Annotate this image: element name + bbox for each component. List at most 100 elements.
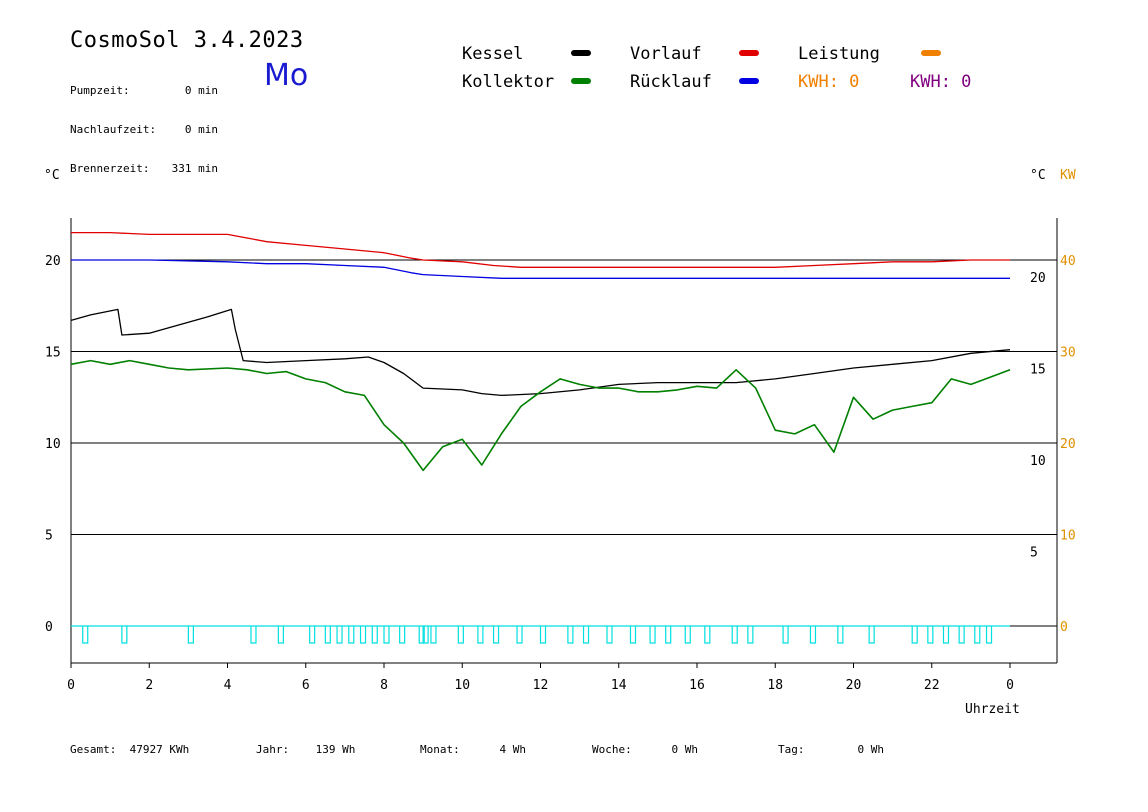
pump-pulse xyxy=(629,626,637,644)
series-line-ruecklauf xyxy=(71,259,1010,279)
stats-block: Pumpzeit: 0 min Nachlaufzeit: 0 min Brenne… xyxy=(70,58,218,188)
pump-pulse xyxy=(121,626,128,644)
pump-pulse xyxy=(399,626,406,644)
legend-kessel-label: Kessel xyxy=(462,44,524,64)
x-tick-label-4: 8 xyxy=(380,678,388,693)
pump-pulse xyxy=(492,626,500,644)
x-tick-label-10: 20 xyxy=(846,678,862,693)
legend-vorlauf-label: Vorlauf xyxy=(630,44,702,64)
series-line-kollektor xyxy=(70,359,1011,472)
y-left-tick-0: 0 xyxy=(45,620,53,635)
x-tick-label-5: 10 xyxy=(454,678,470,693)
pump-pulse xyxy=(665,626,672,644)
pump-pulse xyxy=(782,626,789,644)
legend-kessel-swatch xyxy=(571,50,591,56)
pump-pulse xyxy=(422,626,429,644)
legend-kollektor-label: Kollektor xyxy=(462,72,555,92)
x-tick-label-8: 16 xyxy=(689,678,705,693)
y-left-tick-20: 20 xyxy=(45,254,61,269)
stat-brennerzeit: Brennerzeit: 331 min xyxy=(70,162,218,175)
pump-pulse xyxy=(837,626,844,644)
legend-kwh-purple: KWH: 0 xyxy=(910,72,972,92)
pump-pulse xyxy=(371,626,378,644)
series-line-vorlauf xyxy=(71,231,1010,268)
legend-leistung-swatch xyxy=(921,50,941,56)
right-axis-unit-kw: KW xyxy=(1060,168,1076,183)
pump-pulse xyxy=(747,626,754,644)
pump-pulse xyxy=(430,626,437,644)
series-line-kessel xyxy=(70,308,1011,397)
stat-nachlaufzeit: Nachlaufzeit: 0 min xyxy=(70,123,218,136)
y-right2-tick-0: 0 xyxy=(1060,620,1068,635)
page-title: CosmoSol 3.4.2023 xyxy=(70,28,304,53)
x-tick-label-6: 12 xyxy=(533,678,549,693)
stat-pumpzeit: Pumpzeit: 0 min xyxy=(70,84,218,97)
x-tick-label-1: 2 xyxy=(145,678,153,693)
legend-kollektor-swatch xyxy=(571,78,591,84)
pump-pulse xyxy=(684,626,691,644)
pump-pulse xyxy=(348,626,355,644)
legend-vorlauf-swatch xyxy=(739,50,759,56)
y-right-tick-20: 20 xyxy=(1030,271,1046,286)
legend-kwh-orange: KWH: 0 xyxy=(798,72,860,92)
pump-pulse xyxy=(927,626,934,644)
pump-pulse xyxy=(359,626,367,644)
y-left-tick-10: 10 xyxy=(45,437,61,452)
y-right2-tick-10: 10 xyxy=(1060,529,1076,544)
pump-pulse xyxy=(567,626,574,644)
legend-leistung-label: Leistung xyxy=(798,44,880,64)
pump-pulse xyxy=(974,626,981,644)
pump-pulse xyxy=(477,626,484,644)
y-left-tick-5: 5 xyxy=(45,529,53,544)
pump-pulse xyxy=(187,626,194,644)
y-right-tick-15: 15 xyxy=(1030,363,1046,378)
y-right-tick-5: 5 xyxy=(1030,546,1038,561)
x-tick-label-3: 6 xyxy=(302,678,310,693)
x-tick-label-12: 0 xyxy=(1006,678,1014,693)
left-axis-unit: °C xyxy=(44,168,60,183)
pump-pulse xyxy=(516,626,523,644)
pump-pulse xyxy=(82,626,89,644)
pump-pulse xyxy=(582,626,590,644)
pump-pulse xyxy=(250,626,257,644)
pump-pulse xyxy=(958,626,965,644)
pump-pulse xyxy=(277,626,284,644)
pump-pulse xyxy=(383,626,390,644)
x-tick-label-7: 14 xyxy=(611,678,627,693)
footer-woche: Woche: 0 Wh xyxy=(592,743,698,756)
legend-ruecklauf-label: Rücklauf xyxy=(630,72,712,92)
footer-jahr: Jahr: 139 Wh xyxy=(256,743,356,756)
x-axis-label: Uhrzeit xyxy=(965,702,1020,717)
pump-pulse xyxy=(606,626,613,644)
pump-pulse xyxy=(911,626,918,644)
footer-tag: Tag: 0 Wh xyxy=(778,743,884,756)
footer-gesamt: Gesamt: 47927 KWh xyxy=(70,743,190,756)
pump-pulse xyxy=(985,626,993,644)
pump-pulse xyxy=(457,626,464,644)
x-tick-label-9: 18 xyxy=(767,678,783,693)
x-tick-label-11: 22 xyxy=(924,678,940,693)
pump-pulse xyxy=(324,626,331,644)
y-right2-tick-20: 20 xyxy=(1060,437,1076,452)
legend-ruecklauf-swatch xyxy=(739,78,759,84)
y-left-tick-15: 15 xyxy=(45,346,61,361)
pump-pulse xyxy=(704,626,711,644)
footer-monat: Monat: 4 Wh xyxy=(420,743,526,756)
x-tick-label-0: 0 xyxy=(67,678,75,693)
pump-pulse xyxy=(731,626,738,644)
pump-pulse xyxy=(539,626,547,644)
right-axis-unit: °C xyxy=(1030,168,1046,183)
y-right2-tick-40: 40 xyxy=(1060,254,1076,269)
pump-pulse xyxy=(336,626,343,644)
pump-pulse xyxy=(649,626,656,644)
y-right-tick-10: 10 xyxy=(1030,454,1046,469)
weekday-label: Mo xyxy=(264,58,309,93)
x-tick-label-2: 4 xyxy=(224,678,232,693)
pump-pulse xyxy=(418,626,425,644)
y-right2-tick-30: 30 xyxy=(1060,346,1076,361)
pump-pulse xyxy=(809,626,817,644)
pump-pulse xyxy=(309,626,316,644)
pump-pulse xyxy=(942,626,950,644)
pump-pulse xyxy=(868,626,875,644)
